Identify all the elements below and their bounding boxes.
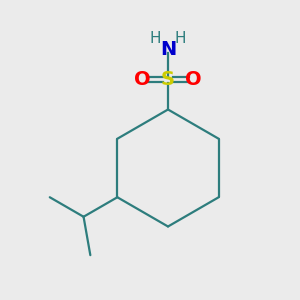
Text: N: N — [160, 40, 176, 59]
Text: S: S — [161, 70, 175, 89]
Text: H: H — [175, 31, 186, 46]
Text: H: H — [150, 31, 161, 46]
Text: O: O — [134, 70, 151, 89]
Text: O: O — [185, 70, 202, 89]
